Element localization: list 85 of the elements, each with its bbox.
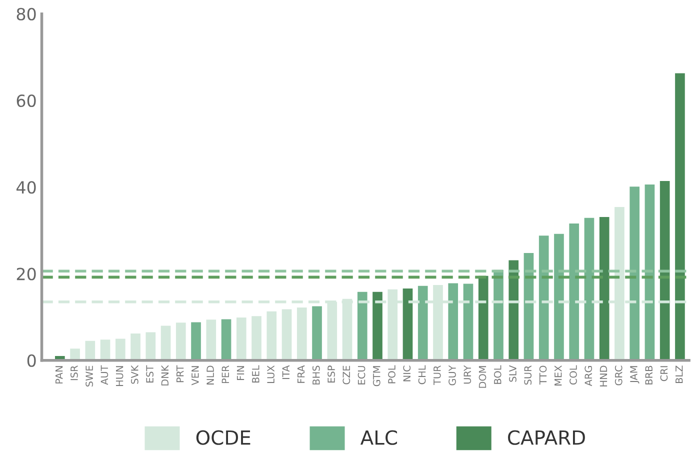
- bar: [206, 320, 216, 360]
- bar: [312, 306, 322, 360]
- x-tick-label: CZE: [342, 366, 350, 384]
- x-tick-label: AUT: [100, 365, 108, 385]
- x-tick-label: FRA: [297, 365, 305, 383]
- bar: [463, 284, 474, 360]
- x-tick-label: FIN: [236, 366, 244, 380]
- x-tick-label: SWE: [86, 366, 93, 387]
- bar: [191, 322, 201, 360]
- x-tick-label: EST: [146, 365, 154, 383]
- legend-label: CAPARD: [508, 430, 585, 445]
- bar: [675, 73, 685, 360]
- x-tick-label: GUY: [448, 365, 456, 386]
- x-tick-label: ITA: [282, 365, 290, 379]
- legend-label: ALC: [360, 430, 397, 445]
- bar: [85, 340, 96, 360]
- bar: [357, 292, 368, 360]
- bar: [448, 283, 458, 360]
- x-tick-label: ISR: [70, 366, 78, 380]
- y-tick-label: 0: [27, 354, 36, 367]
- bar: [236, 317, 246, 360]
- bar: [508, 260, 519, 360]
- x-tick-label: GRC: [614, 366, 622, 386]
- bar: [266, 311, 277, 360]
- x-tick-label: BEL: [252, 365, 260, 382]
- bar: [478, 276, 488, 360]
- bar: [494, 270, 504, 360]
- bar: [584, 218, 594, 360]
- y-tick-label: 40: [16, 181, 36, 194]
- x-tick-label: HND: [600, 366, 608, 386]
- x-tick-label: COL: [570, 365, 577, 385]
- bar: [115, 338, 126, 360]
- x-tick-label: BOL: [494, 365, 502, 384]
- x-tick-label: SLV: [509, 365, 516, 382]
- bar: [160, 326, 171, 360]
- bar: [554, 234, 564, 360]
- bar: [282, 309, 292, 360]
- bar: [630, 186, 640, 360]
- bar: [176, 322, 186, 360]
- x-tick-label: SVK: [130, 365, 138, 384]
- x-tick-label: POL: [388, 365, 396, 384]
- x-tick-label: BLZ: [676, 366, 683, 384]
- bar: [538, 236, 549, 360]
- x-tick-label: SUR: [524, 366, 532, 385]
- bar: [660, 181, 670, 360]
- x-tick-label: GTM: [372, 366, 380, 386]
- bar: [569, 223, 580, 360]
- x-tick-label: NIC: [403, 366, 411, 382]
- x-tick-label: MEX: [554, 366, 562, 386]
- x-tick-label: JAM: [630, 366, 640, 384]
- x-tick-label: LUX: [267, 366, 274, 383]
- y-tick-label: 80: [16, 8, 36, 20]
- bar: [599, 216, 610, 360]
- bar: [70, 348, 80, 360]
- x-tick-label: URY: [464, 365, 472, 384]
- bar: [372, 292, 382, 360]
- y-tick-label: 60: [16, 94, 36, 108]
- x-tick-label: ESP: [328, 366, 335, 382]
- x-tick-label: HUN: [116, 366, 124, 386]
- x-tick-label: ARG: [584, 366, 592, 386]
- bar: [644, 184, 655, 360]
- bar: [221, 319, 232, 360]
- x-tick-label: TTO: [539, 366, 547, 385]
- x-tick-label: PAN: [56, 366, 63, 384]
- x-tick-label: BHS: [312, 366, 320, 384]
- bar: [130, 334, 140, 360]
- x-tick-label: ECU: [358, 366, 366, 384]
- x-tick-label: PRT: [176, 365, 184, 382]
- bar: [100, 340, 110, 360]
- x-tick-label: VEN: [192, 366, 199, 386]
- x-tick-label: DNK: [161, 365, 168, 386]
- x-tick-label: BRB: [645, 366, 652, 384]
- bar: [252, 316, 262, 360]
- x-tick-label: PER: [222, 366, 229, 384]
- x-tick-label: DOM: [478, 366, 486, 388]
- x-tick-label: CHL: [418, 365, 426, 384]
- bar: [402, 288, 413, 360]
- x-tick-label: TUR: [434, 366, 441, 386]
- bar: [146, 332, 156, 360]
- x-tick-label: CRI: [660, 366, 668, 382]
- legend-label: OCDE: [196, 430, 250, 445]
- x-tick-label: NLD: [206, 366, 214, 384]
- bar: [296, 308, 307, 360]
- bar: [418, 286, 428, 360]
- y-tick-label: 20: [16, 268, 36, 280]
